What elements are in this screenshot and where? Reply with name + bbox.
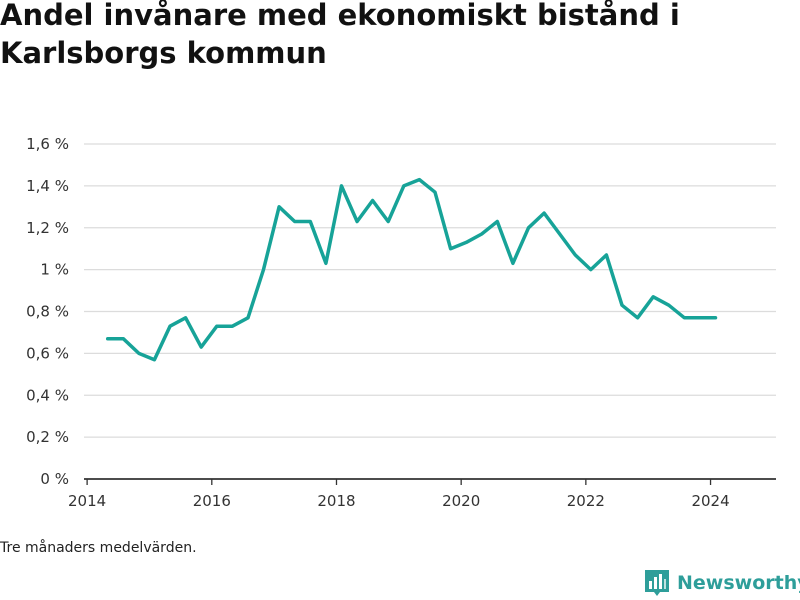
data-point[interactable]	[464, 240, 469, 245]
data-point[interactable]	[323, 261, 328, 266]
data-point[interactable]	[105, 336, 110, 341]
y-tick-label: 0,2 %	[26, 428, 69, 446]
data-point[interactable]	[121, 336, 126, 341]
series-line	[105, 177, 718, 362]
x-tick-label: 2016	[193, 492, 231, 510]
data-point[interactable]	[292, 219, 297, 224]
data-point[interactable]	[635, 315, 640, 320]
y-tick-label: 0 %	[40, 470, 69, 488]
brand-logo[interactable]: Newsworthy	[643, 568, 800, 598]
data-point[interactable]	[542, 211, 547, 216]
data-point[interactable]	[277, 204, 282, 209]
data-point[interactable]	[682, 315, 687, 320]
data-point[interactable]	[697, 315, 702, 320]
y-tick-label: 1,4 %	[26, 177, 69, 195]
x-tick-label: 2024	[691, 492, 729, 510]
data-point[interactable]	[557, 232, 562, 237]
data-point[interactable]	[620, 303, 625, 308]
data-point[interactable]	[588, 267, 593, 272]
data-point[interactable]	[526, 225, 531, 230]
data-point[interactable]	[666, 303, 671, 308]
data-point[interactable]	[355, 219, 360, 224]
data-point[interactable]	[152, 357, 157, 362]
data-point[interactable]	[230, 324, 235, 329]
chart-title: Andel invånare med ekonomiskt bistånd i …	[0, 0, 680, 70]
data-point[interactable]	[495, 219, 500, 224]
series-layer	[105, 177, 718, 362]
data-point[interactable]	[199, 345, 204, 350]
data-point[interactable]	[261, 267, 266, 272]
data-point[interactable]	[479, 232, 484, 237]
data-point[interactable]	[308, 219, 313, 224]
data-point[interactable]	[417, 177, 422, 182]
x-tick-label: 2022	[567, 492, 605, 510]
data-point[interactable]	[168, 324, 173, 329]
data-point[interactable]	[510, 261, 515, 266]
data-point[interactable]	[214, 324, 219, 329]
data-point[interactable]	[245, 315, 250, 320]
data-point[interactable]	[386, 219, 391, 224]
y-tick-label: 0,6 %	[26, 344, 69, 362]
data-point[interactable]	[604, 252, 609, 257]
x-tick-label: 2018	[317, 492, 355, 510]
data-point[interactable]	[573, 252, 578, 257]
y-tick-label: 0,8 %	[26, 303, 69, 321]
y-tick-label: 1,2 %	[26, 219, 69, 237]
y-axis-labels: 0 % 0,2 % 0,4 % 0,6 % 0,8 % 1 % 1,2 % 1,4 % 1,6 …	[26, 135, 69, 488]
y-tick-label: 1,6 %	[26, 135, 69, 153]
data-point[interactable]	[183, 315, 188, 320]
x-axis: 2014 2016 2018 2020 2022 2024	[68, 479, 730, 510]
x-tick-label: 2020	[442, 492, 480, 510]
gridlines	[84, 143, 776, 438]
data-point[interactable]	[713, 315, 718, 320]
data-point[interactable]	[651, 294, 656, 299]
data-point[interactable]	[432, 190, 437, 195]
footnote: Tre månaders medelvärden.	[0, 540, 197, 556]
data-point[interactable]	[339, 183, 344, 188]
y-tick-label: 0,4 %	[26, 386, 69, 404]
bar-chart-icon	[645, 570, 669, 596]
data-point[interactable]	[136, 351, 141, 356]
x-tick-label: 2014	[68, 492, 106, 510]
brand-name: Newsworthy	[677, 572, 800, 594]
y-tick-label: 1 %	[40, 261, 69, 279]
data-point[interactable]	[370, 198, 375, 203]
data-point[interactable]	[401, 183, 406, 188]
data-point[interactable]	[448, 246, 453, 251]
